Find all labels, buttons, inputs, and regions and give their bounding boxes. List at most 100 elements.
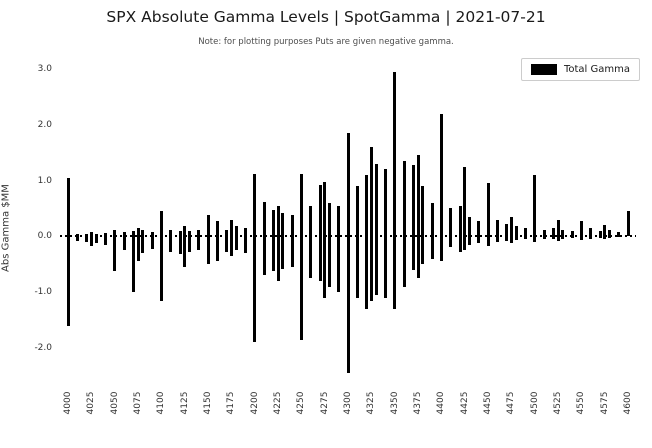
gamma-bar <box>327 202 331 287</box>
gamma-bar <box>299 173 303 340</box>
gamma-bar <box>542 229 546 239</box>
gamma-bar <box>570 230 574 238</box>
y-tick-label: -1.0 <box>34 287 52 298</box>
y-tick-label: 0.0 <box>37 231 52 242</box>
y-tick-label: 3.0 <box>37 63 52 74</box>
gamma-bar <box>509 216 513 244</box>
gamma-bar <box>556 219 560 241</box>
x-tick-label: 4100 <box>156 391 167 415</box>
gamma-bar <box>463 166 467 251</box>
gamma-bar <box>169 229 173 252</box>
x-tick-label: 4575 <box>599 391 610 415</box>
x-tick-label: 4225 <box>273 391 283 415</box>
y-axis-label: Abs Gamma $MM <box>0 184 12 272</box>
gamma-bar <box>477 220 481 244</box>
gamma-bar <box>467 216 471 245</box>
gamma-bar <box>458 205 462 252</box>
x-tick-label: 4050 <box>109 391 120 415</box>
gamma-bar <box>150 231 154 249</box>
gamma-bar <box>197 229 201 251</box>
gamma-bar <box>337 205 341 293</box>
x-tick-label: 4475 <box>506 391 517 415</box>
gamma-bar <box>234 226 238 251</box>
legend-swatch <box>530 64 557 75</box>
x-tick-label: 4500 <box>529 391 540 415</box>
x-tick-label: 4150 <box>203 391 213 415</box>
gamma-bar <box>439 113 443 262</box>
x-tick-label: 4600 <box>623 391 633 415</box>
x-tick-label: 4550 <box>576 391 587 415</box>
gamma-bar <box>393 71 397 309</box>
y-tick-label: -2.0 <box>34 342 52 353</box>
gamma-bar <box>75 234 79 241</box>
x-tick-label: 4200 <box>249 391 260 415</box>
gamma-bar <box>617 231 621 238</box>
x-tick-label: 4400 <box>436 391 447 415</box>
gamma-bar <box>187 230 191 252</box>
gamma-bar <box>383 169 387 298</box>
gamma-bar <box>136 227 140 262</box>
gamma-bar <box>183 226 187 268</box>
gamma-bar <box>551 227 555 240</box>
gamma-bar <box>579 220 583 240</box>
x-tick-label: 4175 <box>226 391 237 415</box>
x-tick-label: 4275 <box>319 391 330 415</box>
gamma-bar <box>598 230 602 238</box>
gamma-bar <box>486 183 490 247</box>
gamma-bar <box>225 229 229 252</box>
gamma-bar <box>122 231 126 251</box>
chart-title: SPX Absolute Gamma Levels | SpotGamma | … <box>106 8 546 26</box>
y-tick-label: 2.0 <box>37 119 52 130</box>
gamma-bar <box>113 229 117 271</box>
gamma-bar <box>495 219 499 242</box>
x-tick-label: 4125 <box>179 391 190 415</box>
gamma-bar <box>309 205 313 279</box>
x-tick-label: 4350 <box>389 391 400 415</box>
gamma-bar <box>276 205 280 281</box>
gamma-bar <box>607 229 611 238</box>
gamma-bar <box>243 227 247 254</box>
gamma-bar <box>514 226 518 240</box>
gamma-bar <box>206 215 210 265</box>
gamma-bar <box>131 230 135 293</box>
x-tick-label: 4300 <box>343 391 353 415</box>
x-tick-label: 4450 <box>483 391 493 415</box>
x-tick-label: 4425 <box>459 391 470 415</box>
gamma-bar <box>374 163 378 295</box>
legend-label: Total Gamma <box>563 64 630 75</box>
x-tick-label: 4525 <box>553 391 563 415</box>
gamma-bar <box>626 211 630 237</box>
gamma-bar <box>318 185 322 281</box>
gamma-bar <box>449 208 453 248</box>
gamma-bar <box>589 227 593 239</box>
x-tick-label: 4000 <box>63 391 73 415</box>
plot-area <box>58 55 638 387</box>
chart-note: Note: for plotting purposes Puts are giv… <box>198 37 454 47</box>
gamma-bar <box>89 231 93 247</box>
x-tick-label: 4325 <box>366 391 377 415</box>
gamma-bar <box>533 174 537 242</box>
gamma-bar <box>523 227 527 240</box>
gamma-bar <box>215 220 219 262</box>
gamma-bar <box>66 177 70 326</box>
gamma-bar <box>281 212 285 269</box>
gamma-bar <box>561 229 565 239</box>
x-tick-label: 4025 <box>86 391 97 415</box>
gamma-bar <box>159 211 163 301</box>
y-tick-label: 1.0 <box>37 175 52 186</box>
legend: Total Gamma <box>520 58 640 81</box>
gamma-bar <box>603 225 607 240</box>
x-tick-label: 4075 <box>133 391 143 415</box>
gamma-bar <box>411 164 415 270</box>
gamma-bar <box>141 229 145 254</box>
gamma-bar <box>421 186 425 265</box>
gamma-bar <box>416 155 420 279</box>
gamma-bar <box>262 201 266 276</box>
gamma-bar <box>290 215 294 268</box>
gamma-bar <box>103 232 107 245</box>
gamma-bar <box>346 133 350 374</box>
gamma-bar <box>271 209 275 271</box>
gamma-bar <box>365 174 369 309</box>
gamma-bar <box>253 173 257 343</box>
